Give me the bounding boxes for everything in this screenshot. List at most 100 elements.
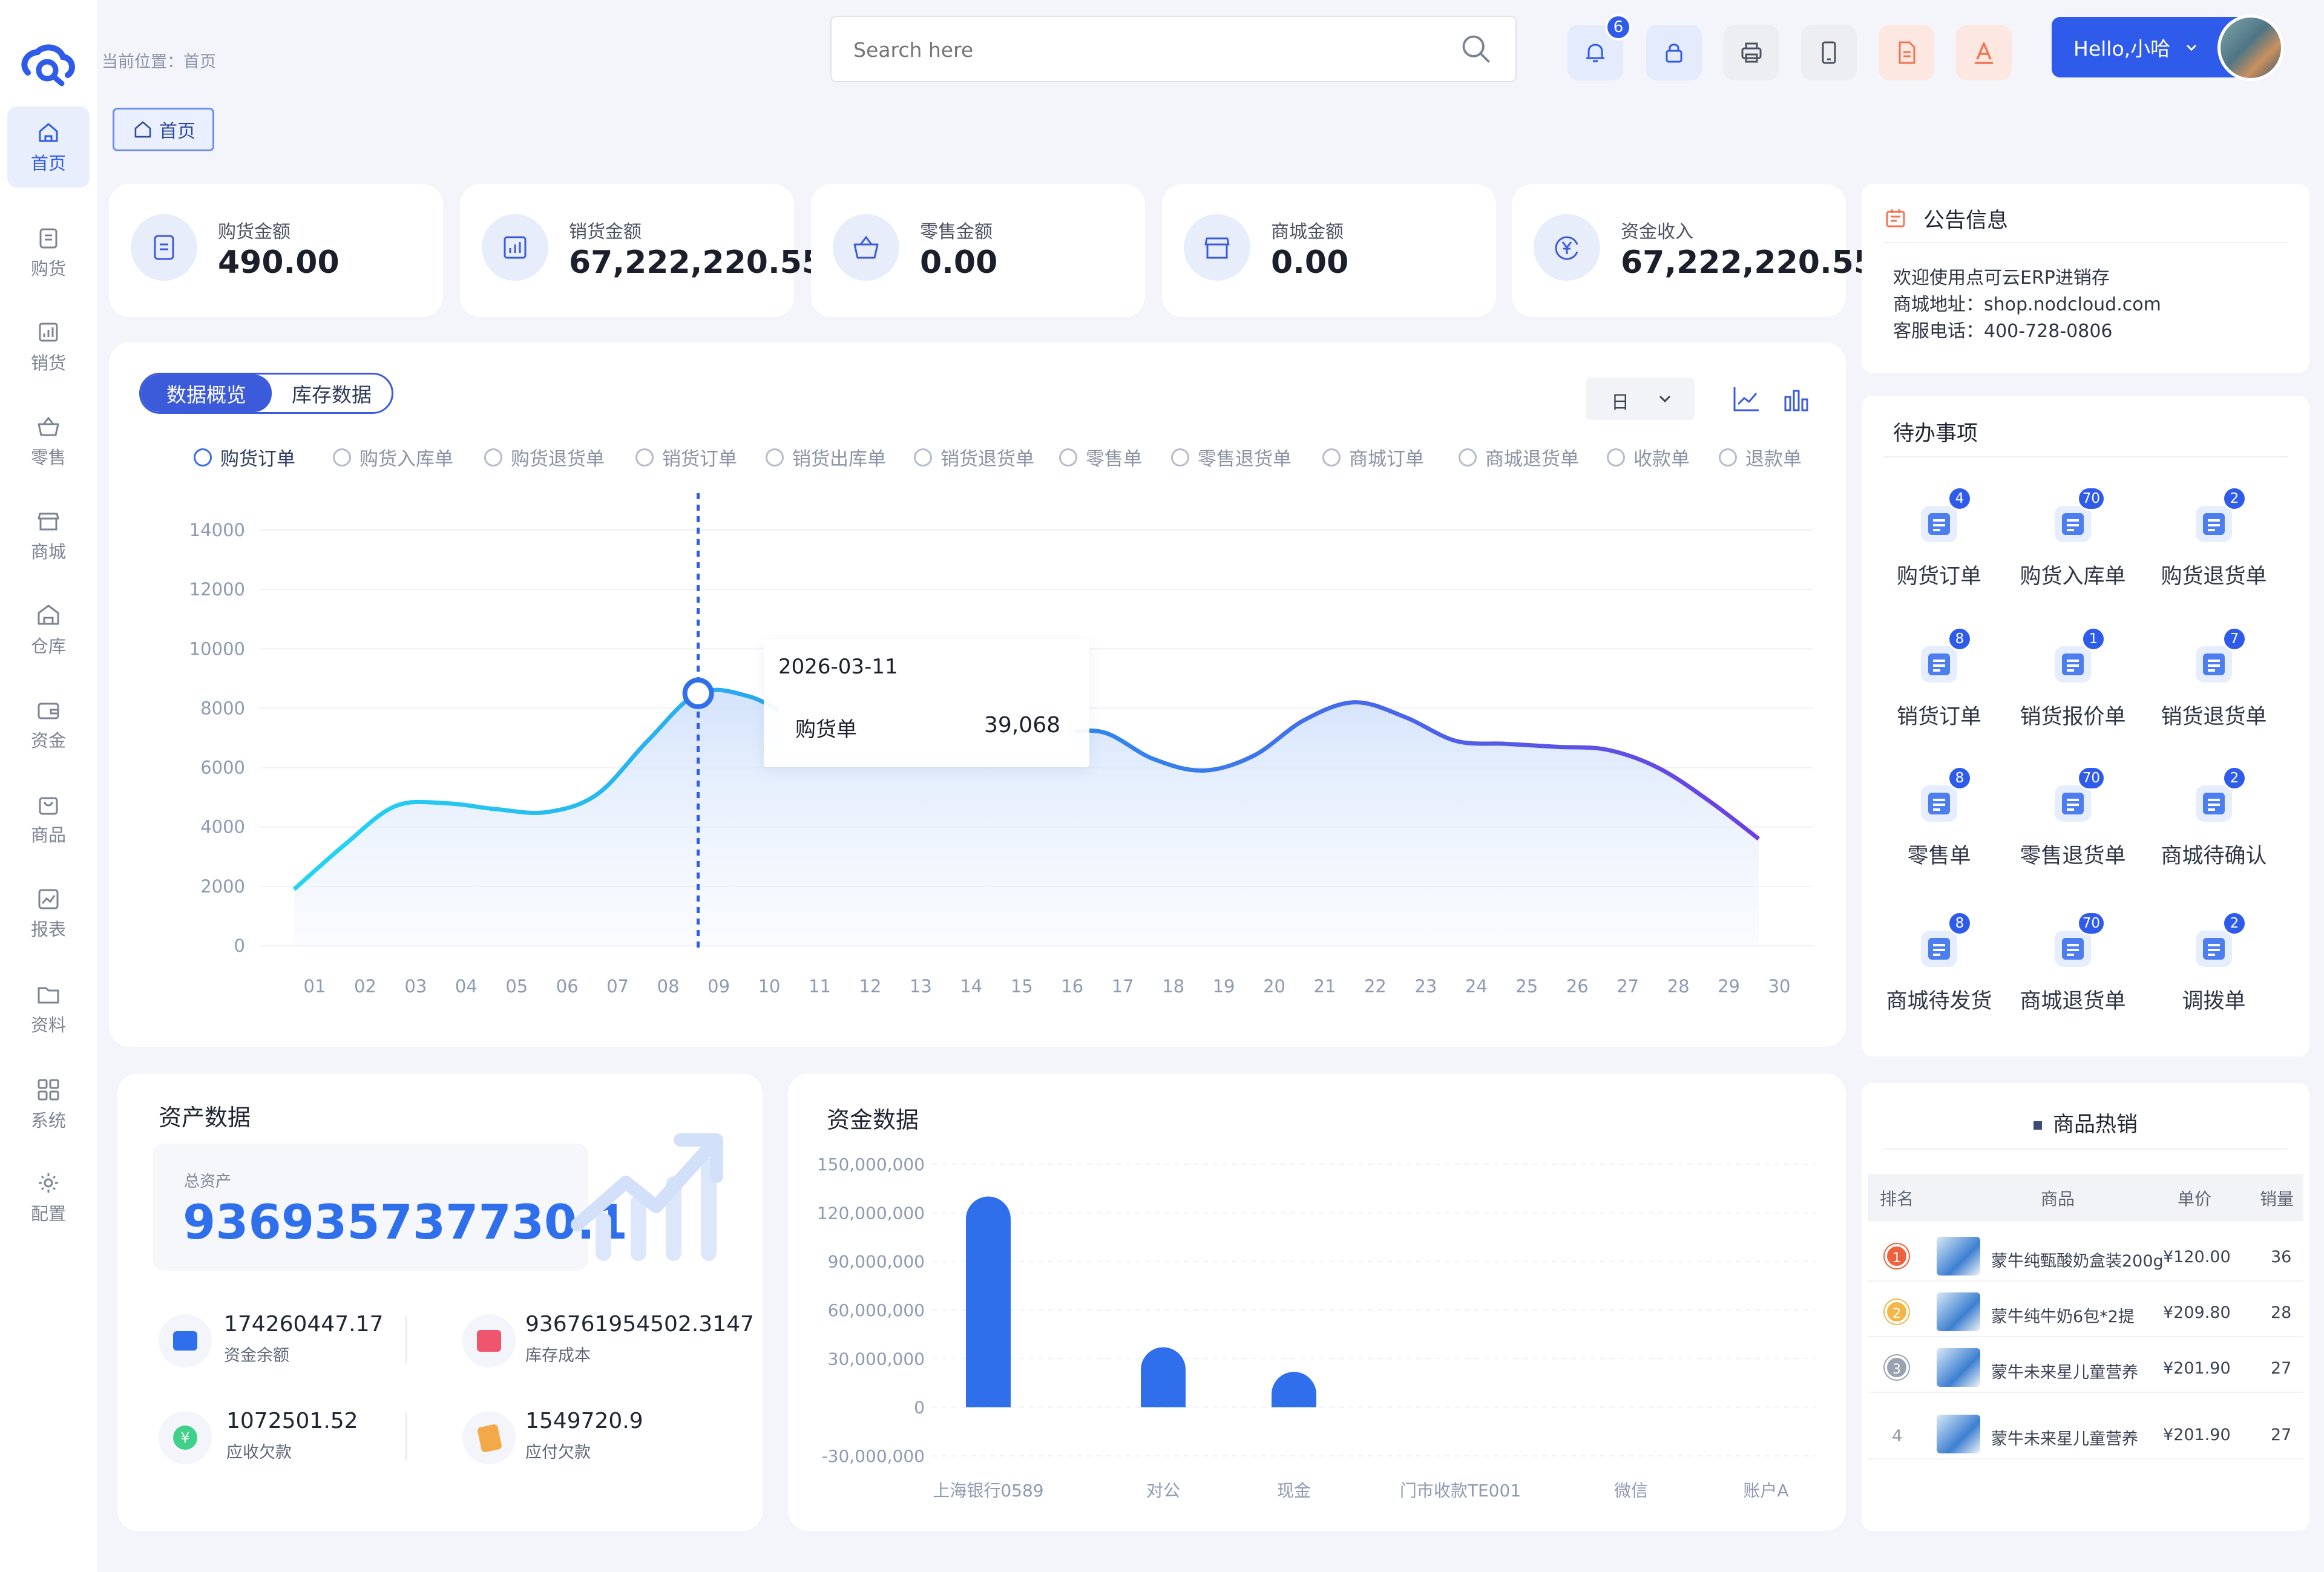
table-row[interactable] (1868, 1285, 2303, 1337)
nav-retail[interactable]: 零售 (7, 401, 90, 482)
table-row[interactable] (1868, 1407, 2303, 1459)
document-icon (1899, 41, 1915, 64)
todo-label: 调拨单 (2182, 989, 2246, 1014)
todo-label: 购货入库单 (2020, 565, 2126, 589)
table-row[interactable] (1868, 1341, 2303, 1393)
todo-item[interactable]: 4 购货订单 (1873, 486, 2006, 590)
legend-item[interactable]: 商城退货单 (1459, 444, 1579, 471)
asset-value: 936761954502.3147 (525, 1312, 754, 1337)
todo-item[interactable]: 1 销货报价单 (2006, 627, 2139, 730)
legend-item[interactable]: 商城订单 (1322, 444, 1424, 471)
page-tab-home[interactable]: 首页 (113, 108, 214, 151)
font-button[interactable] (1956, 25, 2012, 80)
legend-item[interactable]: 购货退货单 (484, 444, 605, 471)
nav-purchase[interactable]: 购货 (7, 212, 90, 293)
document-button[interactable] (1879, 25, 1934, 80)
asset-item-payable[interactable]: 1549720.9 应付欠款 (462, 1406, 753, 1467)
bar-chart-icon[interactable] (1782, 384, 1812, 414)
legend-item[interactable]: 销货退货单 (914, 444, 1034, 471)
radio-icon (484, 448, 502, 467)
sales-chart-icon (39, 323, 58, 342)
legend-label: 商城退货单 (1485, 448, 1579, 470)
yuan-coin-icon: ¥ (159, 1411, 212, 1464)
todo-item[interactable]: 8 零售单 (1873, 766, 2006, 870)
todo-item[interactable]: 8 商城待发货 (1873, 911, 2006, 1015)
todo-label: 销货退货单 (2161, 705, 2267, 729)
clipboard-icon (39, 228, 57, 249)
todo-item[interactable]: 8 销货订单 (1873, 627, 2006, 730)
divider (1883, 1148, 2288, 1150)
nav-goods[interactable]: 商品 (7, 778, 90, 859)
search-icon[interactable] (1460, 33, 1492, 65)
legend-item[interactable]: 销货出库单 (766, 444, 886, 471)
breadcrumb-current[interactable]: 首页 (183, 53, 216, 71)
todo-item[interactable]: 70 商城退货单 (2006, 911, 2139, 1015)
nav-funds[interactable]: 资金 (7, 684, 90, 765)
todo-item[interactable]: 70 零售退货单 (2006, 766, 2139, 870)
todo-count-badge: 8 (1948, 627, 1972, 651)
todo-item[interactable]: 7 销货退货单 (2147, 627, 2280, 730)
legend-item[interactable]: 收款单 (1607, 444, 1690, 471)
asset-item-stock-cost[interactable]: 936761954502.3147 库存成本 (462, 1309, 754, 1370)
nav-retail-label: 零售 (30, 447, 66, 468)
legend-item[interactable]: 销货订单 (635, 444, 737, 471)
report-icon (38, 889, 59, 909)
nav-sales[interactable]: 销货 (7, 306, 90, 387)
transfer-icon: 2 (2190, 911, 2247, 972)
avatar[interactable] (2217, 15, 2284, 81)
basket-icon (38, 416, 59, 436)
search-input[interactable] (852, 33, 1397, 67)
mobile-button[interactable] (1801, 25, 1857, 80)
total-assets-panel: 总资产 936935737730.1 (153, 1144, 628, 1271)
legend-item[interactable]: 购货入库单 (333, 444, 453, 471)
product-qty: 28 (2271, 1303, 2292, 1322)
nav-warehouse-label: 仓库 (30, 636, 66, 657)
nav-home-label: 首页 (30, 153, 66, 174)
asset-item-cash[interactable]: 174260447.17 资金余额 (159, 1309, 389, 1370)
todo-item[interactable]: 2 调拨单 (2147, 911, 2280, 1015)
print-button[interactable] (1724, 25, 1779, 80)
cart-icon: 4 (1915, 486, 1972, 547)
lock-button[interactable] (1646, 25, 1702, 80)
app-logo[interactable] (17, 41, 77, 90)
notification-button[interactable]: 6 (1567, 14, 1632, 80)
breadcrumb-label: 当前位置： (102, 53, 183, 71)
nav-warehouse[interactable]: 仓库 (7, 589, 90, 670)
hot-title-row: 商品热销 (1862, 1107, 2309, 1138)
divider (405, 1315, 407, 1364)
nav-data[interactable]: 资料 (7, 968, 90, 1049)
nav-report[interactable]: 报表 (7, 873, 90, 954)
tab-overview[interactable]: 数据概览 (141, 375, 272, 412)
assets-title: 资产数据 (159, 1104, 251, 1131)
asset-item-receivable[interactable]: ¥ 1072501.52 应收欠款 (159, 1406, 389, 1467)
tooltip-row: 购货单 39,068 (778, 697, 1075, 753)
legend-item[interactable]: 退款单 (1719, 444, 1802, 471)
stat-card-sales[interactable]: 销货金额 67,222,220.55 (460, 184, 824, 317)
line-chart-icon[interactable] (1731, 384, 1761, 414)
nav-home[interactable]: 首页 (7, 106, 90, 188)
legend-label: 购货订单 (220, 448, 295, 470)
todo-item[interactable]: 2 购货退货单 (2147, 486, 2280, 590)
nav-config[interactable]: 配置 (7, 1157, 90, 1238)
nav-mall[interactable]: 商城 (7, 495, 90, 576)
todo-item[interactable]: 2 商城待确认 (2147, 766, 2280, 870)
stat-card-mall[interactable]: 商城金额 0.00 (1162, 184, 1496, 317)
todo-item[interactable]: 70 购货入库单 (2006, 486, 2139, 590)
period-select[interactable]: 日 (1586, 378, 1695, 420)
legend-item[interactable]: 购货订单 (194, 444, 295, 471)
basket-icon (833, 214, 899, 281)
wallet-icon (159, 1314, 212, 1367)
table-row[interactable] (1868, 1230, 2303, 1282)
stat-card-retail[interactable]: 零售金额 0.00 (811, 184, 1145, 317)
stat-card-income[interactable]: 资金收入 67,222,220.55 (1512, 184, 1876, 317)
search-box[interactable] (830, 16, 1517, 82)
tab-inventory[interactable]: 库存数据 (292, 383, 372, 407)
legend-item[interactable]: 零售退货单 (1171, 444, 1292, 471)
notice-line[interactable]: 商城地址：shop.nodcloud.com (1893, 294, 2161, 315)
todo-count-badge: 8 (1948, 766, 1972, 790)
legend-item[interactable]: 零售单 (1059, 444, 1142, 471)
todo-label: 商城待确认 (2161, 844, 2267, 868)
product-qty: 36 (2271, 1248, 2292, 1266)
stat-card-purchase[interactable]: 购货金额 490.00 (109, 184, 443, 317)
nav-system[interactable]: 系统 (7, 1064, 90, 1145)
